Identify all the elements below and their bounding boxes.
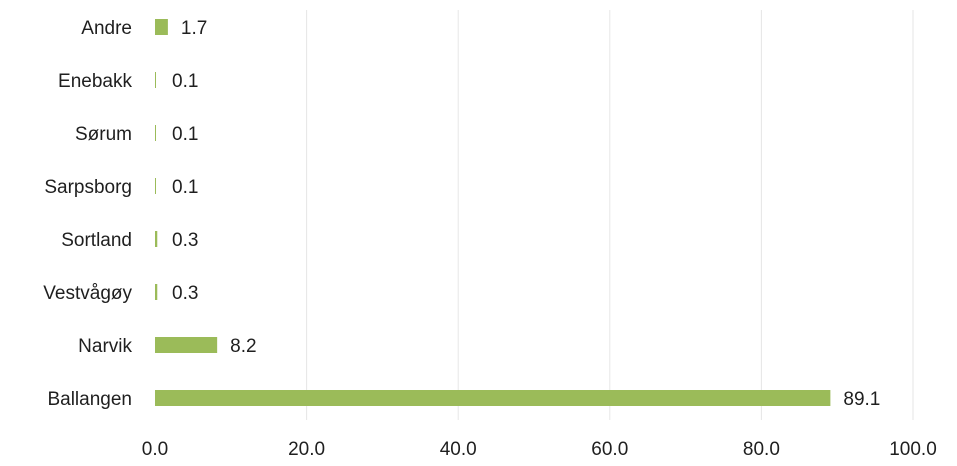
category-label: Vestvågøy xyxy=(43,283,132,304)
x-tick-label: 100.0 xyxy=(889,439,937,460)
x-tick-label: 20.0 xyxy=(288,439,325,460)
value-label: 0.1 xyxy=(172,71,198,92)
category-labels: Andre Enebakk Sørum Sarpsborg Sortland Vestvå… xyxy=(43,18,132,410)
x-axis-ticks: 0.0 20.0 40.0 60.0 80.0 100.0 xyxy=(142,439,937,460)
category-label: Narvik xyxy=(78,336,132,357)
bar xyxy=(155,231,158,247)
bar xyxy=(155,125,156,141)
category-label: Ballangen xyxy=(47,389,132,410)
x-tick-label: 60.0 xyxy=(591,439,628,460)
category-label: Andre xyxy=(81,18,132,39)
grid-lines xyxy=(306,10,914,420)
category-label: Sarpsborg xyxy=(44,177,132,198)
bar xyxy=(155,19,168,35)
bars xyxy=(155,19,831,406)
category-label: Sørum xyxy=(75,124,132,145)
bar xyxy=(155,72,156,88)
x-tick-label: 80.0 xyxy=(743,439,780,460)
category-label: Enebakk xyxy=(58,71,132,92)
bar xyxy=(155,390,831,406)
value-label: 0.1 xyxy=(172,177,198,198)
value-label: 1.7 xyxy=(181,18,207,39)
value-label: 0.3 xyxy=(172,283,198,304)
bar xyxy=(155,337,218,353)
category-label: Sortland xyxy=(61,230,132,251)
value-label: 0.1 xyxy=(172,124,198,145)
bar xyxy=(155,178,156,194)
value-label: 0.3 xyxy=(172,230,198,251)
value-label: 89.1 xyxy=(843,389,880,410)
bar xyxy=(155,284,158,300)
x-tick-label: 0.0 xyxy=(142,439,168,460)
x-tick-label: 40.0 xyxy=(440,439,477,460)
value-labels: 1.7 0.1 0.1 0.1 0.3 0.3 8.2 89.1 xyxy=(172,18,880,410)
value-label: 8.2 xyxy=(230,336,256,357)
